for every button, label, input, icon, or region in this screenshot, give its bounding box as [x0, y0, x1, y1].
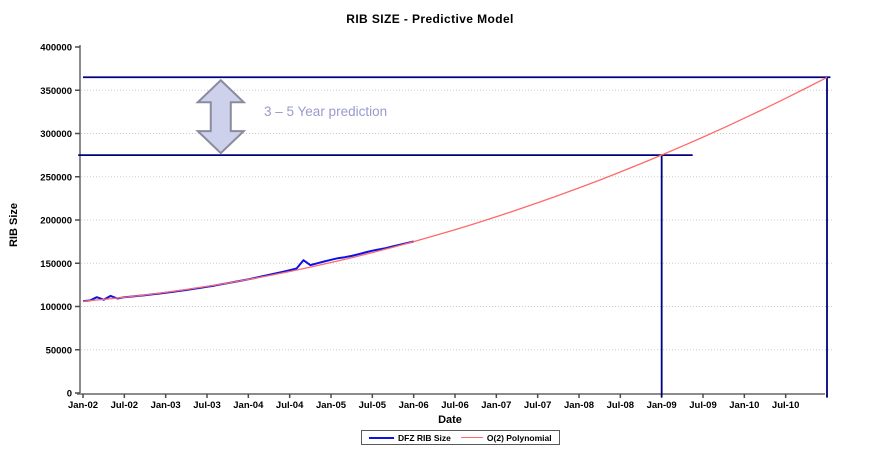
x-tick-label: Jan-07: [481, 400, 511, 411]
prediction-annotation-text: 3 – 5 Year prediction: [264, 104, 388, 119]
legend-item-dfz-rib-size: DFZ RIB Size: [369, 433, 451, 443]
y-tick-label: 300000: [40, 129, 72, 140]
legend-item-polynomial: O(2) Polynomial: [460, 432, 552, 443]
x-tick-label: Jul-10: [772, 400, 799, 411]
x-tick-label: Jan-06: [399, 400, 429, 411]
x-tick-label: Jul-06: [441, 400, 468, 411]
x-tick-label: Jan-08: [564, 400, 594, 411]
legend-label: DFZ RIB Size: [398, 432, 451, 443]
blue-line-swatch-icon: [369, 436, 394, 439]
series-line-actual: [82, 240, 414, 303]
x-tick-label: Jul-08: [607, 400, 634, 411]
x-tick-label: Jan-10: [729, 400, 759, 411]
x-axis-title: Date: [438, 414, 462, 426]
y-tick-label: 50000: [46, 345, 72, 356]
x-tick-label: Jul-04: [276, 400, 304, 411]
x-tick-label: Jul-05: [359, 400, 387, 411]
x-tick-label: Jan-09: [647, 400, 677, 411]
x-tick-label: Jul-03: [193, 400, 220, 411]
y-tick-label: 0: [67, 389, 72, 400]
y-tick-label: 150000: [40, 259, 72, 270]
x-tick-label: Jul-09: [689, 400, 716, 411]
y-tick-label: 100000: [40, 302, 72, 313]
x-tick-label: Jul-07: [524, 400, 551, 411]
chart-title: RIB SIZE - Predictive Model: [346, 12, 514, 26]
red-line-swatch-icon: [460, 437, 483, 438]
x-tick-label: Jan-04: [233, 400, 264, 411]
series-line-fit: [82, 76, 828, 302]
y-tick-label: 200000: [40, 216, 72, 227]
x-tick-label: Jan-05: [316, 400, 347, 411]
legend: DFZ RIB Size O(2) Polynomial: [361, 430, 560, 445]
y-tick-label: 250000: [40, 172, 72, 183]
x-tick-label: Jul-02: [111, 400, 138, 411]
y-tick-label: 400000: [40, 43, 72, 54]
y-tick-label: 350000: [40, 86, 72, 97]
legend-label: O(2) Polynomial: [486, 432, 552, 443]
x-tick-label: Jan-03: [151, 400, 181, 411]
x-tick-label: Jan-02: [68, 400, 98, 411]
double-arrow-icon: [195, 78, 247, 155]
